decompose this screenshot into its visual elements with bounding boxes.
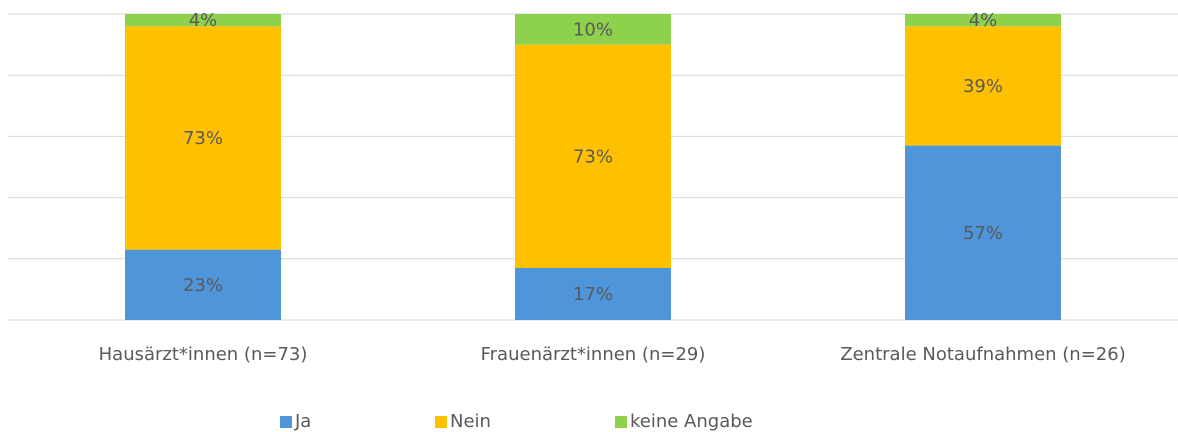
bar-segment xyxy=(905,26,1061,146)
data-label: 4% xyxy=(969,10,998,31)
data-label: 73% xyxy=(573,146,613,167)
x-tick-label: Frauenärzt*innen (n=29) xyxy=(481,344,706,365)
legend-label: Nein xyxy=(450,411,491,432)
data-label: 73% xyxy=(183,128,223,149)
legend-label: Ja xyxy=(294,411,311,432)
legend-label: keine Angabe xyxy=(630,411,753,432)
bar-segment xyxy=(515,14,671,45)
x-tick-label: Zentrale Notaufnahmen (n=26) xyxy=(840,344,1125,365)
legend-swatch xyxy=(435,416,447,428)
data-label: 23% xyxy=(183,275,223,296)
bar-segment xyxy=(515,267,671,320)
bar-segment xyxy=(125,26,281,250)
legend-swatch xyxy=(615,416,627,428)
data-label: 4% xyxy=(189,10,218,31)
bar-segment xyxy=(125,249,281,320)
bar-segment xyxy=(905,14,1061,27)
data-label: 17% xyxy=(573,284,613,305)
bar-segment xyxy=(125,14,281,27)
data-label: 57% xyxy=(963,223,1003,244)
bar-segment xyxy=(515,44,671,268)
legend-swatch xyxy=(280,416,292,428)
x-tick-label: Hausärzt*innen (n=73) xyxy=(99,344,308,365)
data-label: 10% xyxy=(573,19,613,40)
data-label: 39% xyxy=(963,76,1003,97)
bar-segment xyxy=(905,145,1061,320)
